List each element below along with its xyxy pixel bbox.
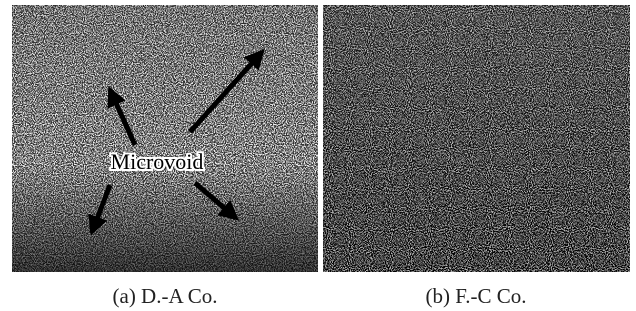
caption: (b) F.-C Co. xyxy=(426,284,527,308)
panel-b: (b) F.-C Co. xyxy=(323,5,630,308)
annotation: Microvoid xyxy=(111,149,204,174)
micrograph-texture xyxy=(12,5,318,272)
caption: (a) D.-A Co. xyxy=(113,284,218,308)
micrograph-texture xyxy=(323,5,630,272)
panel-a: Microvoid (a) D.-A Co. xyxy=(12,5,318,308)
figure: Microvoid (a) D.-A Co. (b) F.-C Co. xyxy=(0,0,636,311)
